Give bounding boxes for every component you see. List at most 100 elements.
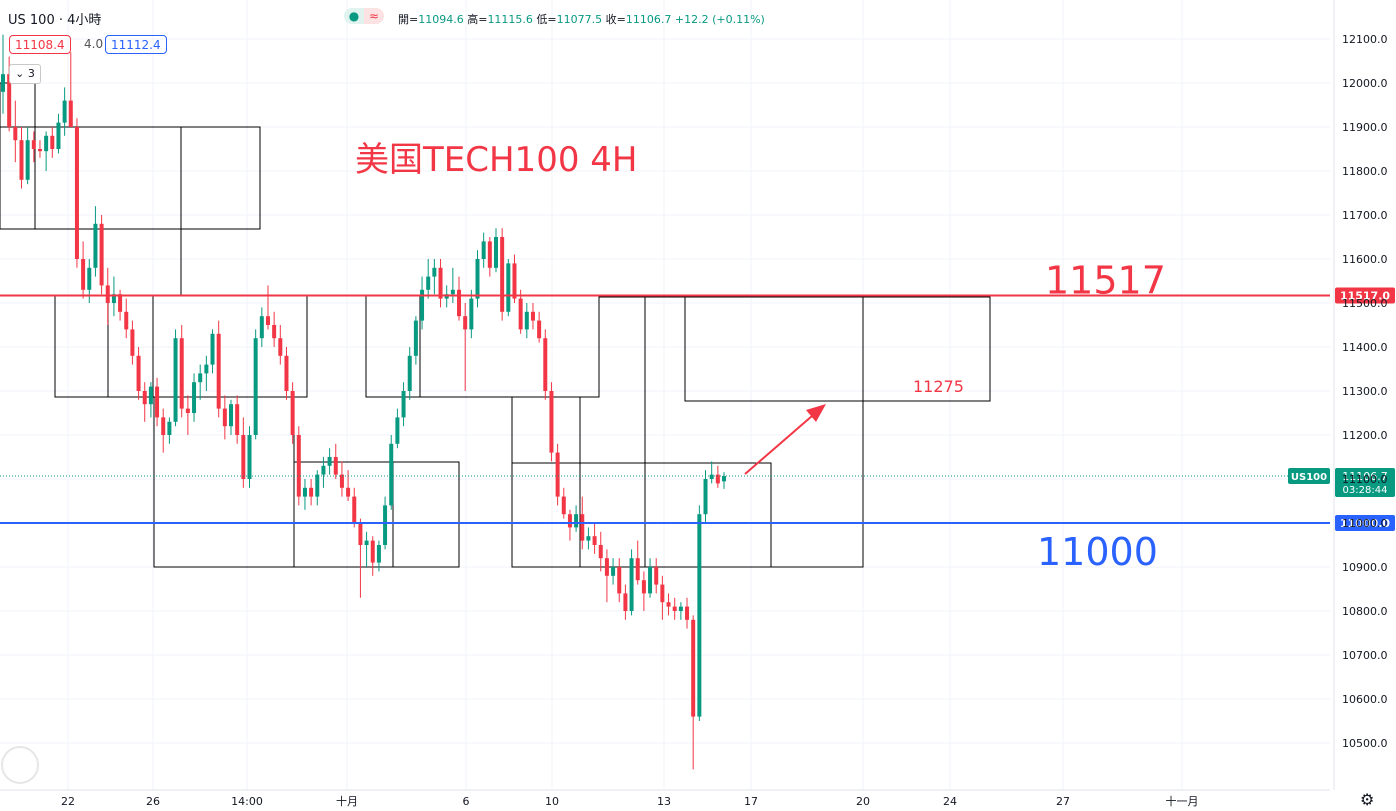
- horizontal-levels: 11517.0 11517 11000.0 11000 US100 11106.7 03:2…: [0, 259, 1395, 784]
- candle-body: [611, 567, 616, 576]
- delay-icon[interactable]: ≈: [364, 8, 384, 24]
- level-big-label: 11517: [1045, 259, 1166, 303]
- level-axis-label: 11517.0: [1340, 290, 1390, 303]
- annotation-box: [862, 296, 991, 402]
- buy-button[interactable]: 11112.4: [105, 35, 167, 54]
- y-tick-label: 11900.0: [1342, 121, 1388, 134]
- candle-body: [481, 241, 486, 259]
- y-tick-label: 10500.0: [1342, 737, 1388, 750]
- candle-body: [229, 404, 234, 427]
- candle-body: [629, 558, 634, 611]
- y-tick-label: 12100.0: [1342, 33, 1388, 46]
- candle-body: [450, 289, 455, 295]
- candle-body: [567, 514, 572, 528]
- candle-body: [290, 391, 295, 435]
- candle-body: [136, 355, 141, 391]
- x-tick-label: 6: [463, 795, 470, 808]
- price-axis[interactable]: 12100.0 12000.0 11900.0 11800.0 11700.0 11600…: [1333, 0, 1388, 790]
- x-tick-label: 22: [61, 795, 75, 808]
- candle-body: [31, 140, 36, 149]
- candle-body: [241, 435, 246, 479]
- candle-body: [253, 338, 258, 435]
- candle-body: [549, 391, 554, 453]
- close-value: 11106.7: [625, 13, 672, 26]
- x-tick-label: 10: [545, 795, 559, 808]
- candle-body: [7, 74, 12, 127]
- candle-body: [506, 263, 511, 312]
- candle-body: [19, 140, 24, 180]
- candle-body: [278, 338, 283, 356]
- timeframe[interactable]: 4小時: [67, 13, 102, 28]
- candle-body: [68, 100, 73, 127]
- level-axis-label: 11000.0: [1340, 517, 1390, 530]
- replay-icon[interactable]: [1, 746, 39, 784]
- candle-body: [222, 408, 227, 427]
- candle-body: [555, 452, 560, 497]
- market-open-icon[interactable]: ●: [344, 8, 364, 24]
- candle-body: [512, 263, 517, 299]
- candle-body: [376, 545, 381, 563]
- candle-body: [524, 311, 529, 330]
- open-label: 開=: [398, 13, 419, 26]
- y-tick-label: 11500.0: [1342, 297, 1388, 310]
- candle-body: [623, 593, 628, 611]
- candle-body: [586, 536, 591, 541]
- candle-body: [487, 241, 492, 268]
- candle-body: [198, 373, 203, 383]
- y-tick-label: 11400.0: [1342, 341, 1388, 354]
- candle-body: [389, 443, 394, 506]
- candle-body: [173, 338, 178, 422]
- separator: ·: [58, 13, 63, 28]
- candle-body: [346, 487, 351, 497]
- candle-body: [161, 417, 166, 435]
- candle-body: [93, 223, 98, 268]
- candle-body: [210, 333, 215, 365]
- candle-body: [457, 289, 462, 317]
- gear-icon[interactable]: ⚙: [1360, 790, 1375, 809]
- x-tick-label: 十一月: [1166, 794, 1199, 808]
- candle-body: [339, 474, 344, 488]
- candle-body: [370, 540, 375, 563]
- candle-body: [25, 140, 30, 180]
- time-axis[interactable]: 22 26 14:00 十月 6 10 13 17 20 24 27 十一月: [0, 789, 1330, 808]
- x-tick-label: 14:00: [231, 795, 263, 808]
- candle-body: [309, 487, 314, 497]
- candle-body: [284, 355, 289, 391]
- candle-body: [709, 474, 714, 479]
- arrow-head-icon: [806, 404, 826, 422]
- symbol-name: US 100: [8, 13, 55, 28]
- high-label: 高=: [467, 13, 488, 26]
- candle-body: [358, 523, 363, 545]
- candle-body: [697, 514, 702, 717]
- y-tick-label: 11000.0: [1342, 517, 1388, 530]
- candle-body: [598, 545, 603, 559]
- level-axis-tag: [1335, 515, 1395, 531]
- candle-body: [216, 333, 221, 409]
- high-value: 11115.6: [487, 13, 533, 26]
- close-label: 收=: [605, 13, 626, 26]
- market-status[interactable]: ● ≈: [344, 8, 384, 24]
- candle-body: [574, 514, 579, 528]
- x-tick-label: 20: [856, 795, 870, 808]
- annotation-boxes: [0, 82, 991, 568]
- sell-button[interactable]: 11108.4: [9, 35, 71, 54]
- annotation-box: [0, 82, 36, 230]
- candle-body: [635, 558, 640, 581]
- candle-body: [1, 74, 5, 92]
- candle-body: [105, 285, 110, 303]
- x-tick-label: 24: [943, 795, 957, 808]
- candle-body: [666, 602, 671, 607]
- candle-body: [118, 294, 123, 312]
- ohlc-readout: 開=11094.6 高=11115.6 低=11077.5 收=11106.7 …: [398, 11, 765, 27]
- candle-body: [648, 567, 653, 594]
- candle-body: [678, 606, 683, 611]
- candle-body: [561, 496, 566, 515]
- candle-body: [44, 135, 49, 152]
- candle-body: [364, 540, 369, 545]
- indicators-toggle[interactable]: ⌄ 3: [9, 64, 41, 84]
- symbol-header[interactable]: US 100 · 4小時: [8, 9, 101, 28]
- candle-body: [13, 127, 18, 141]
- candle-body: [395, 417, 400, 444]
- candle-body: [259, 316, 264, 339]
